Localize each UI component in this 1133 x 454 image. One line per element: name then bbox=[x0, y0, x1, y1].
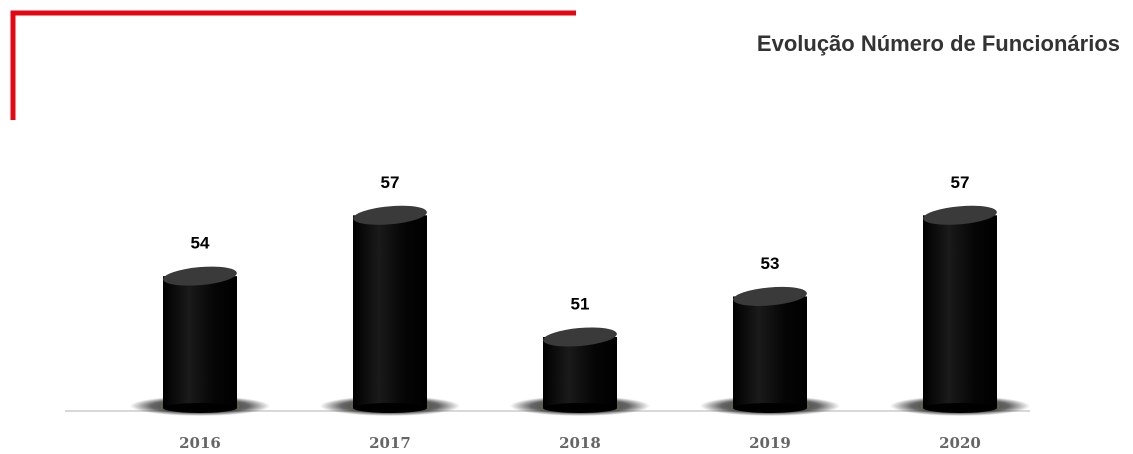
bar bbox=[163, 276, 237, 408]
x-tick-label: 2017 bbox=[369, 434, 411, 452]
bar bbox=[353, 215, 427, 408]
x-tick-label: 2020 bbox=[939, 434, 981, 452]
x-tick-label: 2016 bbox=[179, 434, 221, 452]
decor-line bbox=[10, 10, 576, 120]
data-label: 54 bbox=[191, 234, 210, 253]
data-label: 53 bbox=[761, 254, 780, 273]
data-label: 57 bbox=[951, 173, 970, 192]
bar-top bbox=[163, 266, 237, 286]
data-label: 51 bbox=[571, 294, 590, 313]
chart-title: Evolução Número de Funcionários bbox=[757, 31, 1120, 56]
bar bbox=[543, 337, 617, 408]
data-label: 57 bbox=[381, 173, 400, 192]
x-tick-label: 2019 bbox=[749, 434, 791, 452]
bar-top bbox=[353, 205, 427, 225]
bar-top bbox=[543, 327, 617, 347]
bar bbox=[733, 296, 807, 408]
bar-top bbox=[733, 286, 807, 306]
bar-bottom bbox=[923, 403, 997, 413]
bar-bottom bbox=[733, 403, 807, 413]
x-tick-label: 2018 bbox=[559, 434, 601, 452]
bar-bottom bbox=[353, 403, 427, 413]
bar-bottom bbox=[163, 403, 237, 413]
bar-top bbox=[923, 205, 997, 225]
bar bbox=[923, 215, 997, 408]
bar-bottom bbox=[543, 403, 617, 413]
